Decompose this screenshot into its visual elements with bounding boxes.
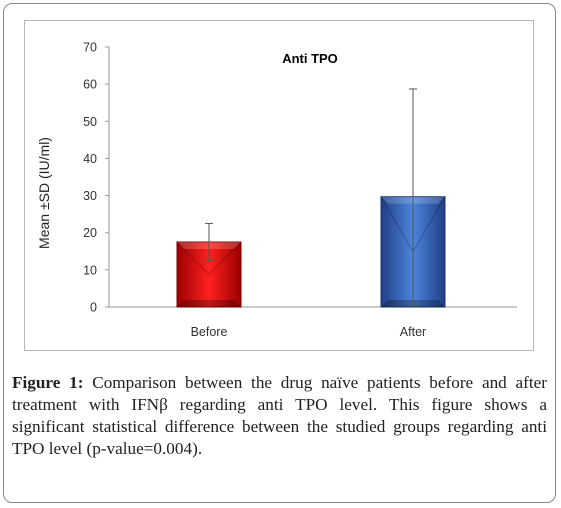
y-tick-label: 10: [83, 263, 97, 277]
y-tick-label: 40: [83, 152, 97, 166]
figure-caption: Figure 1: Comparison between the drug na…: [12, 372, 547, 460]
bar-before: [176, 222, 242, 308]
bar-facet-line: [412, 196, 446, 253]
y-tick-label: 50: [83, 115, 97, 129]
y-tick-label: 70: [83, 41, 97, 55]
caption-text: Comparison between the drug naïve patien…: [12, 373, 547, 458]
bar-bevel-bottom: [177, 300, 241, 307]
bar-facet-line: [208, 241, 242, 275]
y-axis-label: Mean ±SD (IU/ml): [36, 137, 52, 249]
bar-facet-line: [176, 241, 210, 275]
x-tick-label: After: [400, 325, 426, 339]
bar-chart: 0 10 20 30 40 50 60 70 Before After Anti TPO Mea…: [36, 41, 517, 339]
y-tick-label: 30: [83, 189, 97, 203]
x-tick-label: Before: [191, 325, 228, 339]
y-tick-label: 0: [90, 301, 97, 315]
bar-facet-line: [380, 196, 414, 253]
bar-after: [380, 88, 446, 308]
y-tick-label: 20: [83, 226, 97, 240]
chart-title: Anti TPO: [282, 51, 338, 66]
y-tick-label: 60: [83, 78, 97, 92]
caption-label: Figure 1:: [12, 373, 84, 392]
bar-body: [176, 241, 242, 308]
